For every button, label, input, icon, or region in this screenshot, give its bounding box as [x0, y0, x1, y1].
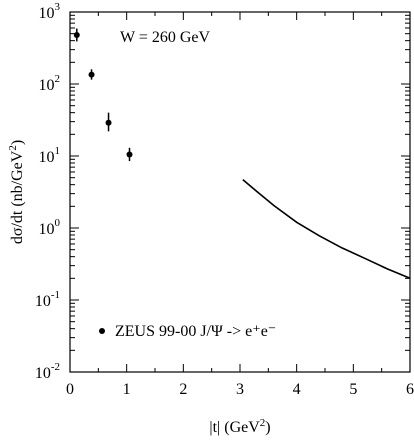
theory-curve — [242, 178, 411, 280]
data-point — [126, 151, 133, 158]
y-tick-label: 10-1 — [35, 289, 60, 310]
legend-marker — [99, 328, 105, 334]
legend-label: ZEUS 99-00 J/Ψ -> e⁺e⁻ — [115, 323, 276, 340]
y-tick-label: 102 — [39, 73, 61, 94]
x-tick-label: 2 — [179, 381, 187, 398]
x-tick-label: 6 — [406, 381, 414, 398]
axis-ticks — [69, 11, 411, 373]
plot-frame — [69, 11, 411, 373]
x-tick-label: 1 — [123, 381, 131, 398]
y-tick-label: 101 — [39, 145, 61, 166]
data-point — [73, 31, 80, 38]
tick-labels: 0 1 2 3 4 5 6 10-2 10-1 100 101 102 103 — [35, 1, 414, 398]
y-tick-label: 100 — [39, 217, 61, 238]
x-tick-label: 4 — [293, 381, 301, 398]
data-point — [105, 119, 112, 126]
chart-marks — [73, 28, 411, 280]
x-tick-label: 0 — [66, 381, 74, 398]
x-tick-label: 3 — [236, 381, 244, 398]
x-axis-label: |t| (GeV2) — [209, 417, 270, 436]
y-tick-label: 103 — [39, 1, 61, 22]
data-point — [88, 71, 95, 78]
x-tick-label: 5 — [349, 381, 357, 398]
y-tick-label: 10-2 — [35, 361, 60, 382]
annotation-text: W = 260 GeV — [120, 29, 210, 46]
y-axis-label: dσ/dt (nb/GeV2) — [7, 140, 26, 244]
